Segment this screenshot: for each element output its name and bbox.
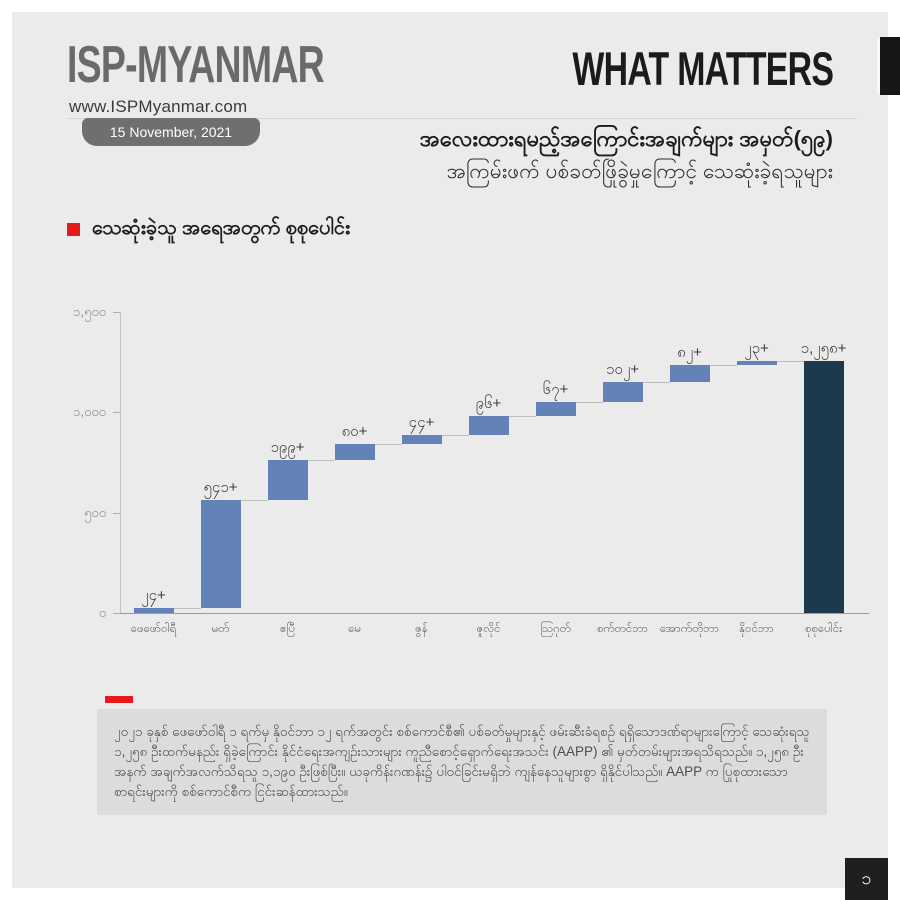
- chart-section-label: သေဆုံးခဲ့သူ အရေအတွက် စုစုပေါင်း: [92, 217, 351, 239]
- x-tick-label: မေ: [348, 623, 361, 635]
- x-tick-label: ဧပြီ: [280, 623, 295, 635]
- date-badge: 15 November, 2021: [82, 118, 260, 146]
- corner-bookmark-tab: [877, 37, 900, 95]
- x-tick-label: နိုဝင်ဘာ: [739, 623, 774, 635]
- x-tick-label: ဖေဖော်ဝါရီ: [130, 623, 177, 635]
- bar-segment: [669, 365, 710, 382]
- x-axis: [120, 613, 869, 614]
- x-tick-label: မတ်: [211, 623, 230, 635]
- x-tick-label: ဇူလိုင်: [476, 623, 501, 635]
- bar-segment: [267, 459, 308, 500]
- what-matters-wordmark: WHAT MATTERS: [572, 42, 833, 95]
- connector-line: [776, 360, 804, 362]
- issue-title: အလေးထားရမည့်အကြောင်းအချက်များ အမှတ်(၅၉): [419, 126, 833, 151]
- website-url: www.ISPMyanmar.com: [69, 97, 248, 116]
- y-tick: [113, 613, 120, 614]
- chart-section-heading: သေဆုံးခဲ့သူ အရေအတွက် စုစုပေါင်း: [67, 214, 350, 244]
- y-tick-label: ၀: [98, 605, 106, 620]
- bar-value-label: ၁၀၂+: [605, 360, 639, 378]
- bar-segment: [200, 499, 241, 609]
- bar-value-label: ၁,၂၅၈+: [800, 339, 847, 357]
- bar-segment: [736, 360, 777, 366]
- bar-value-label: ၄၄+: [408, 413, 435, 431]
- y-tick: [113, 312, 120, 313]
- connector-line: [374, 443, 402, 445]
- x-tick-label: စုစုပေါင်း: [804, 623, 843, 635]
- footer-red-dash: [105, 696, 133, 703]
- bar-segment: [535, 402, 576, 416]
- bar-segment: [334, 443, 375, 460]
- x-tick-label: ဇွန်: [415, 623, 428, 635]
- bar-segment: [401, 434, 442, 444]
- connector-line: [642, 381, 670, 383]
- y-axis: [120, 312, 121, 613]
- waterfall-chart: ၀ ၅၀၀ ၁,၀၀၀ ၁,၅၀၀၂၄+ ဖေဖော်ဝါရီ ၅၄၁+ မတ် ၁၉၉+ ဧပ…: [67, 297, 869, 647]
- connector-line: [508, 415, 536, 417]
- footer-note: ၂၀၂၁ ခုနှစ် ဖေဖော်ဝါရီ ၁ ရက်မှ နိုဝင်ဘာ …: [97, 709, 827, 815]
- bar-segment: [468, 415, 509, 435]
- connector-line: [240, 499, 268, 501]
- infographic-canvas: ISP-MYANMAR www.ISPMyanmar.com 15 Novemb…: [12, 12, 888, 888]
- connector-line: [709, 365, 737, 367]
- total-bar: [803, 360, 844, 613]
- connector-line: [307, 459, 335, 461]
- bar-value-label: ၁၉၉+: [270, 438, 305, 456]
- issue-subtitle: အကြမ်းဖက် ပစ်ခတ်ဖြိုခွဲမှုကြောင့် သေဆုံး…: [446, 160, 833, 183]
- bar-value-label: ၈၀+: [341, 422, 368, 440]
- connector-line: [173, 608, 201, 610]
- y-tick: [113, 412, 120, 414]
- bar-value-label: ၈၂+: [677, 344, 702, 362]
- bar-segment: [133, 608, 174, 613]
- bar-segment: [602, 381, 643, 403]
- bar-value-label: ၅၄၁+: [203, 478, 238, 496]
- bar-value-label: ၆၇+: [542, 381, 569, 399]
- bar-value-label: ၂၄+: [141, 587, 166, 605]
- y-tick-label: ၁,၀၀၀: [73, 404, 106, 420]
- red-bullet-icon: [67, 222, 80, 236]
- bar-value-label: ၉၆+: [475, 394, 502, 412]
- x-tick-label: စက်တင်ဘာ: [596, 623, 649, 635]
- y-tick-label: ၁,၅၀၀: [73, 304, 106, 319]
- y-tick-label: ၅၀၀: [84, 504, 106, 520]
- x-tick-label: သြဂုတ်: [540, 623, 571, 635]
- bar-value-label: ၂၃+: [744, 339, 769, 357]
- connector-line: [575, 402, 603, 404]
- y-tick: [113, 512, 120, 514]
- header-divider: [67, 118, 857, 119]
- page-number-badge: ၁: [845, 858, 888, 900]
- x-tick-label: အောက်တိုဘာ: [659, 623, 720, 635]
- connector-line: [441, 434, 469, 436]
- isp-myanmar-logo: ISP-MYANMAR: [67, 36, 325, 94]
